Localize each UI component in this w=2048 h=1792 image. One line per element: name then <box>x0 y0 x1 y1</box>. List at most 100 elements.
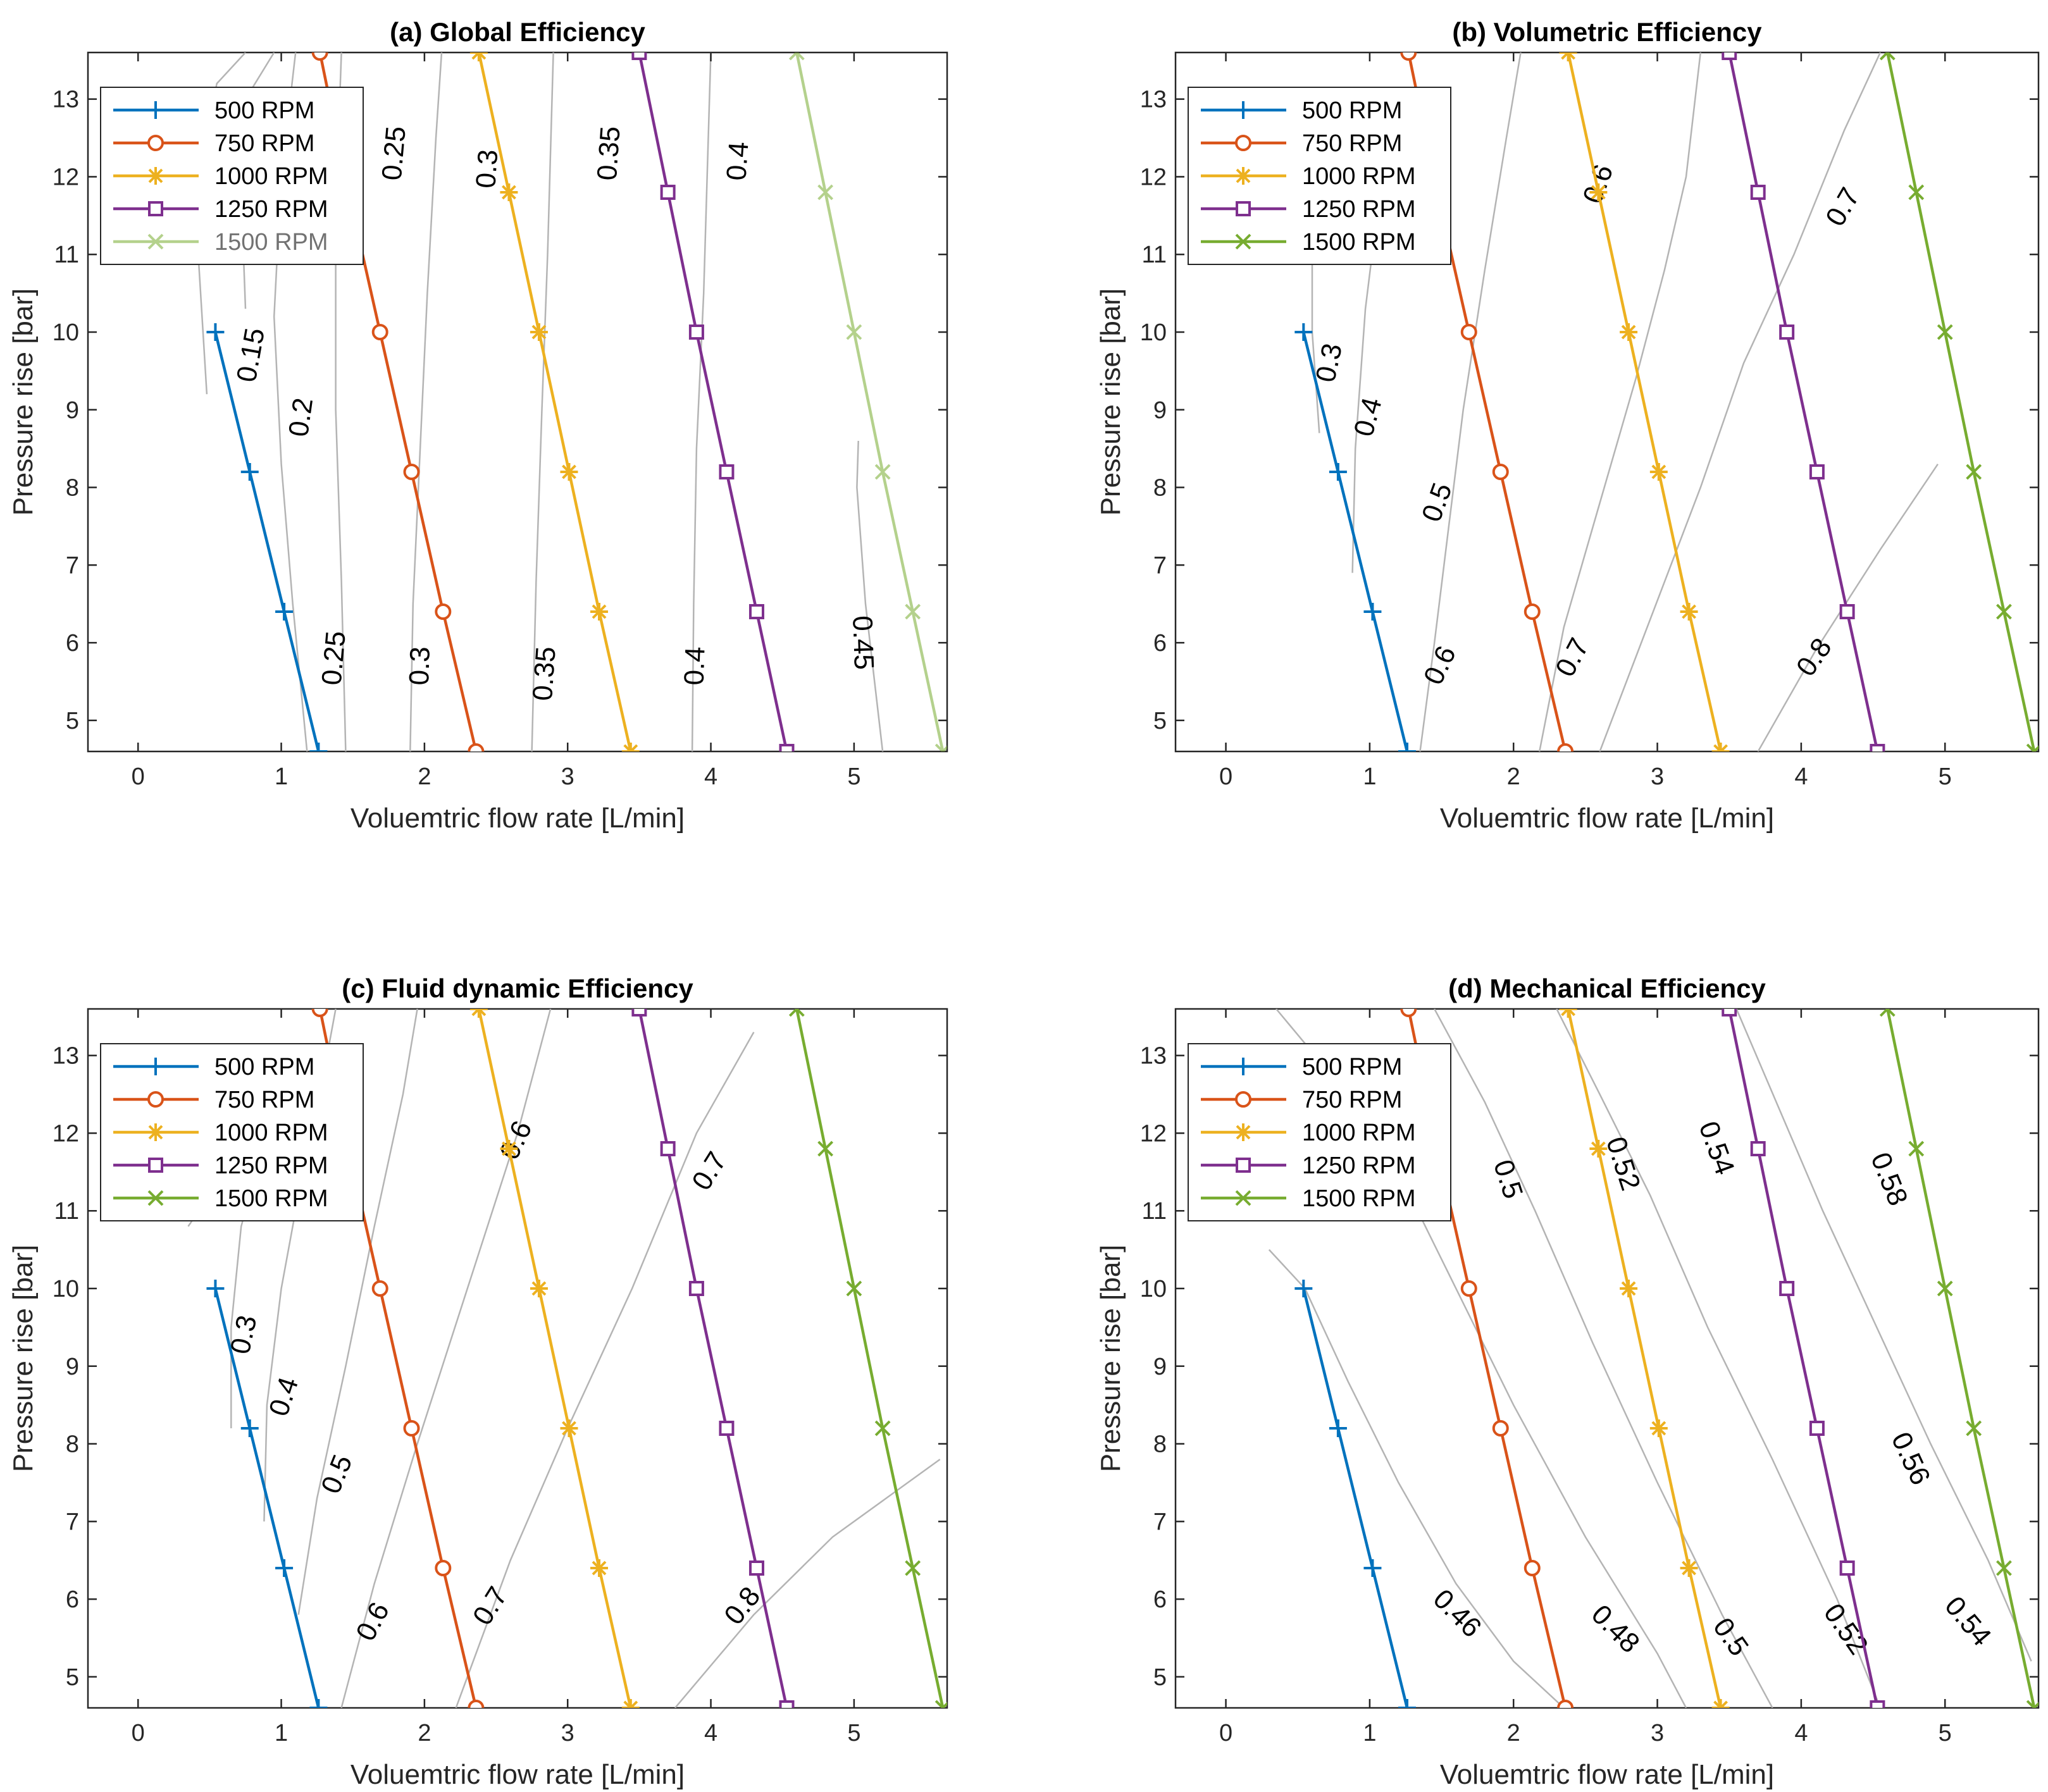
contour-label: 0.35 <box>592 125 626 182</box>
legend-marker <box>1234 167 1252 185</box>
series-marker <box>788 53 805 61</box>
contour-line <box>1556 1009 1882 1708</box>
series-marker <box>2026 743 2039 751</box>
contour-line <box>1599 53 1882 751</box>
legend-entry: 1250 RPM <box>113 1152 328 1179</box>
contour-label: 0.3 <box>404 646 436 686</box>
y-tick-label: 12 <box>53 164 79 190</box>
series-marker <box>275 1559 294 1577</box>
legend-label: 1250 RPM <box>1302 196 1416 223</box>
series-marker <box>1398 1699 1417 1708</box>
contour-label: 0.4 <box>721 140 754 181</box>
legend-marker <box>1236 1158 1251 1173</box>
legend-marker <box>147 167 164 185</box>
series-marker <box>1996 1560 2012 1576</box>
x-axis-label: Voluemtric flow rate [L/min] <box>1440 1759 1774 1790</box>
chart-title: (d) Mechanical Efficiency <box>1448 973 1766 1003</box>
series-marker <box>1492 1420 1509 1437</box>
series-marker <box>1722 53 1737 60</box>
series-marker <box>1680 1559 1698 1577</box>
series-500-rpm <box>206 323 328 751</box>
legend-label: 1000 RPM <box>1302 163 1416 190</box>
series-marker <box>1839 604 1855 619</box>
series-marker <box>1294 323 1313 341</box>
x-tick-label: 5 <box>1939 763 1952 790</box>
series-marker <box>934 743 947 751</box>
series-marker <box>371 324 388 340</box>
series-marker <box>1750 185 1766 200</box>
legend-marker <box>147 101 164 119</box>
contour-label: 0.25 <box>376 125 412 182</box>
series-marker <box>1400 1009 1417 1017</box>
series-1000-rpm <box>1559 1009 1730 1708</box>
chart-panel-4: 0.5 0.52 0.540.580.560.46 0.48 0.5 0.52 0.540 1… <box>1095 973 2040 1790</box>
y-tick-label: 11 <box>1142 1198 1167 1225</box>
series-1250-rpm <box>631 53 795 751</box>
legend-entry: 1250 RPM <box>113 196 328 223</box>
y-tick-label: 6 <box>1153 630 1167 657</box>
series-1500-rpm <box>788 53 947 751</box>
legend-entry: 1250 RPM <box>1201 196 1416 223</box>
series-marker <box>311 1009 328 1017</box>
series-marker <box>240 1419 259 1437</box>
legend-marker <box>148 201 163 216</box>
x-tick-label: 0 <box>132 1720 145 1746</box>
chart-title: (c) Fluid dynamic Efficiency <box>342 973 693 1003</box>
series-500-rpm <box>1294 323 1417 751</box>
series-marker <box>817 184 834 201</box>
legend-marker <box>147 1190 164 1206</box>
x-tick-label: 1 <box>1363 1720 1376 1746</box>
contour-line <box>297 1009 418 1615</box>
x-tick-label: 4 <box>1794 1720 1808 1746</box>
series-marker <box>1879 1009 1896 1017</box>
series-1500-rpm <box>1879 1009 2039 1708</box>
series-1000-rpm <box>469 53 640 751</box>
series-marker <box>1363 603 1382 621</box>
x-tick-label: 1 <box>275 1720 288 1746</box>
series-line <box>477 53 632 751</box>
series-line <box>1886 53 2036 751</box>
x-tick-label: 1 <box>275 763 288 790</box>
series-marker <box>1329 1419 1347 1437</box>
legend-entry: 1000 RPM <box>1201 1120 1416 1146</box>
contour-line <box>691 53 712 751</box>
series-line <box>1727 1009 1879 1708</box>
series-marker <box>688 324 704 340</box>
legend: 500 RPM 750 RPM 1000 RPM 1250 RPM 1500 RPM <box>100 1043 364 1221</box>
x-tick-label: 2 <box>1507 763 1520 790</box>
series-marker <box>311 53 328 61</box>
contour-line <box>674 1459 941 1708</box>
y-tick-label: 8 <box>66 475 79 502</box>
series-marker <box>846 1280 862 1297</box>
y-tick-label: 12 <box>1140 164 1167 190</box>
series-marker <box>1966 1420 1982 1437</box>
series-1500-rpm <box>1879 53 2039 751</box>
series-line <box>214 1288 320 1708</box>
series-marker <box>660 1141 676 1156</box>
series-marker <box>934 1700 947 1708</box>
y-tick-label: 11 <box>1142 242 1167 268</box>
y-tick-label: 10 <box>1140 319 1167 346</box>
x-tick-label: 0 <box>1219 1720 1232 1746</box>
legend-marker <box>147 1123 164 1141</box>
x-tick-label: 0 <box>132 763 145 790</box>
legend-marker <box>147 233 164 250</box>
legend-marker <box>148 1158 163 1173</box>
legend-marker <box>1235 1091 1251 1108</box>
series-marker <box>1460 1280 1477 1297</box>
series-line <box>1302 1288 1409 1708</box>
series-marker <box>1492 464 1509 480</box>
y-tick-label: 13 <box>1140 87 1167 113</box>
legend-label: 1250 RPM <box>214 1152 328 1179</box>
series-marker <box>371 1280 388 1297</box>
series-marker <box>905 603 921 620</box>
legend-marker <box>1234 1123 1252 1141</box>
x-tick-label: 4 <box>1794 763 1808 790</box>
x-tick-label: 3 <box>561 1720 574 1746</box>
series-marker <box>748 604 764 619</box>
series-marker <box>1908 184 1925 201</box>
series-marker <box>1879 53 1896 61</box>
y-tick-label: 6 <box>66 1586 79 1613</box>
x-tick-label: 0 <box>1219 763 1232 790</box>
